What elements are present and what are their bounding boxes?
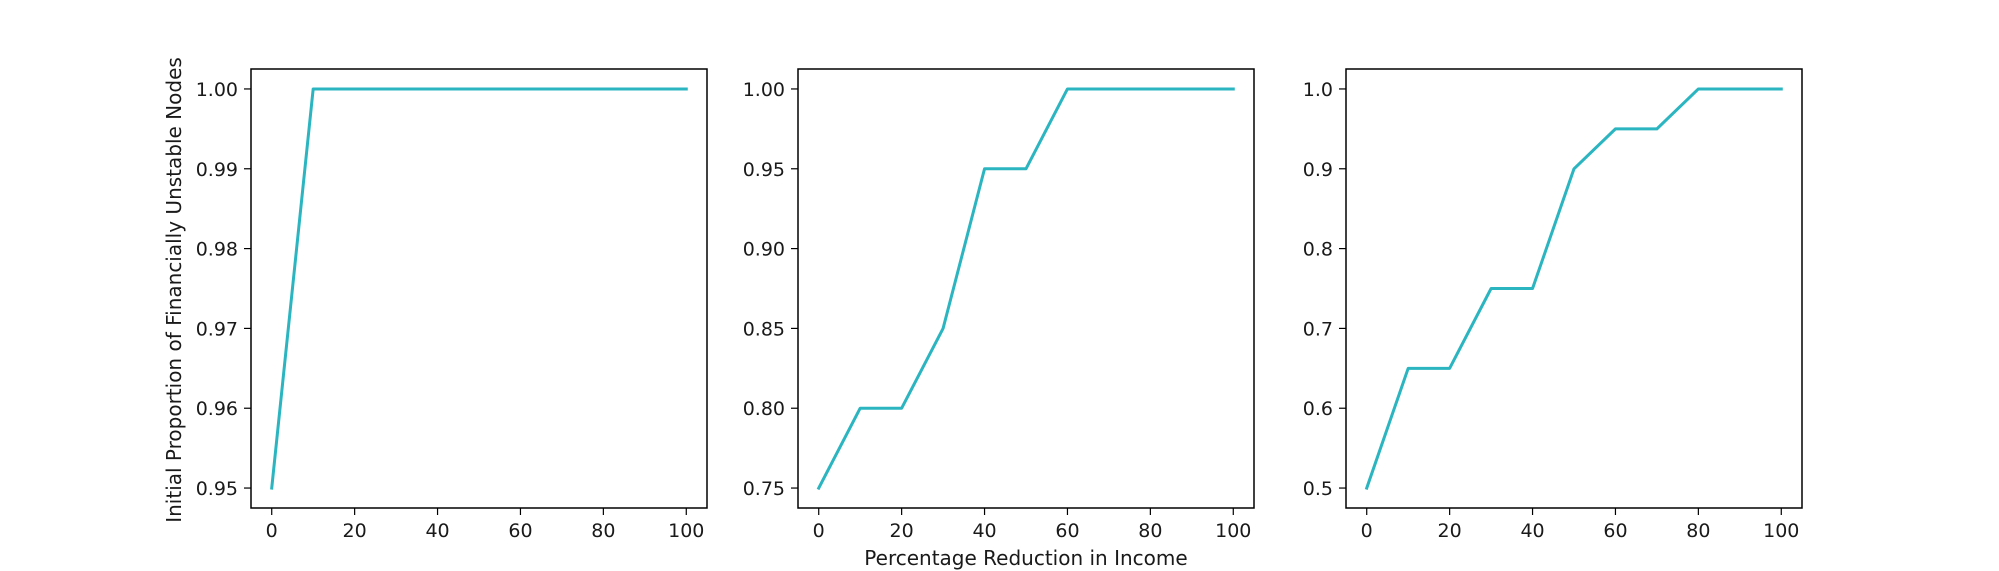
x-tick-label: 20 xyxy=(343,520,367,542)
y-tick-label: 1.00 xyxy=(743,79,785,101)
x-tick-label: 40 xyxy=(972,520,996,542)
x-axis-label: Percentage Reduction in Income xyxy=(864,546,1187,570)
y-tick-label: 0.5 xyxy=(1303,478,1333,500)
x-tick-label: 60 xyxy=(508,520,532,542)
x-tick-label: 0 xyxy=(266,520,278,542)
y-tick-label: 0.98 xyxy=(196,239,238,261)
panel-2: 0 20 40 60 80 100 0.75 0.80 0.85 0.90 0.95 1.00 xyxy=(743,68,1255,542)
x-tick-label: 20 xyxy=(890,520,914,542)
x-tick-label: 20 xyxy=(1438,520,1462,542)
x-tick-label: 40 xyxy=(425,520,449,542)
y-axis-label: Initial Proportion of Financially Unstab… xyxy=(162,57,186,523)
y-tick-label: 0.75 xyxy=(743,478,785,500)
x-tick-label: 80 xyxy=(591,520,615,542)
x-tick-label: 0 xyxy=(813,520,825,542)
plot-frame-1 xyxy=(250,68,708,509)
panel-1: 0 20 40 60 80 100 0.95 0.96 0.97 0.98 0.99 1.00 xyxy=(196,68,708,542)
y-tick-label: 0.95 xyxy=(743,159,785,181)
y-tick-label: 0.8 xyxy=(1303,239,1333,261)
y-tick-label: 0.6 xyxy=(1303,398,1333,420)
y-tick-label: 0.7 xyxy=(1303,318,1333,340)
series-line-1 xyxy=(270,87,688,490)
plot-frame-3 xyxy=(1345,68,1803,509)
y-tick-label: 0.9 xyxy=(1303,159,1333,181)
x-tick-label: 60 xyxy=(1603,520,1627,542)
plot-frame-2 xyxy=(797,68,1255,509)
x-tick-label: 0 xyxy=(1361,520,1373,542)
series-line-2 xyxy=(816,87,1235,491)
x-tick-label: 100 xyxy=(668,520,704,542)
y-tick-label: 0.80 xyxy=(743,398,785,420)
x-tick-label: 100 xyxy=(1763,520,1799,542)
y-tick-label: 0.85 xyxy=(743,318,785,340)
x-tick-label: 80 xyxy=(1138,520,1162,542)
y-tick-label: 0.97 xyxy=(196,318,238,340)
y-tick-label: 1.0 xyxy=(1303,79,1333,101)
panel-3: 0 20 40 60 80 100 0.5 0.6 0.7 0.8 0.9 1.0 xyxy=(1303,68,1803,542)
x-tick-label: 100 xyxy=(1215,520,1251,542)
y-tick-label: 0.90 xyxy=(743,239,785,261)
y-tick-label: 1.00 xyxy=(196,79,238,101)
y-tick-label: 0.95 xyxy=(196,478,238,500)
y-tick-label: 0.99 xyxy=(196,159,238,181)
x-tick-label: 60 xyxy=(1055,520,1079,542)
series-line-3 xyxy=(1364,87,1783,490)
x-tick-label: 80 xyxy=(1686,520,1710,542)
y-tick-label: 0.96 xyxy=(196,398,238,420)
x-tick-label: 40 xyxy=(1520,520,1544,542)
